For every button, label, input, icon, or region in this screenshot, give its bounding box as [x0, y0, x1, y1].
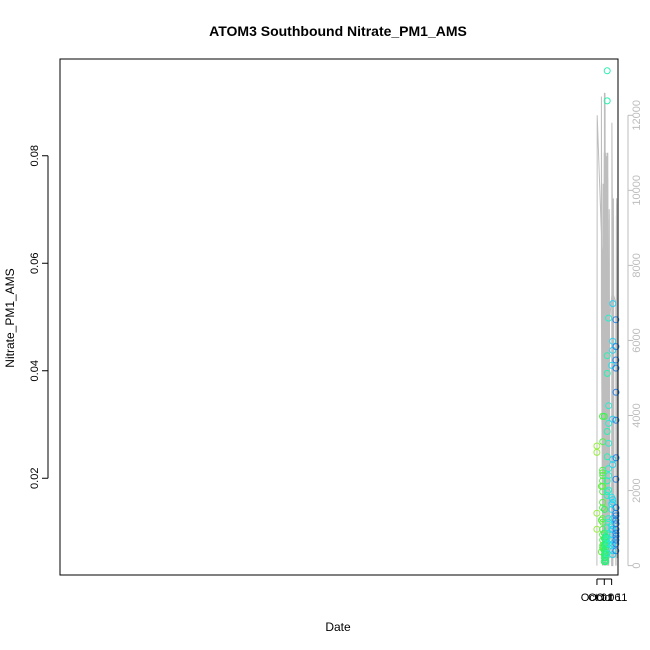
data-point: [593, 509, 601, 517]
data-point: [602, 548, 609, 556]
y-tick-label: 0.08: [29, 145, 41, 166]
data-point: [608, 505, 616, 513]
plot-area: [593, 67, 620, 567]
y2-tick-label: 4000: [631, 403, 643, 427]
data-point: [602, 554, 610, 562]
data-point: [609, 337, 617, 345]
data-point: [593, 448, 601, 456]
data-point: [602, 558, 610, 566]
data-point: [609, 461, 617, 469]
data-point: [612, 364, 620, 372]
y2-tick-label: 0: [631, 563, 643, 569]
data-point: [603, 453, 611, 461]
data-point: [612, 509, 620, 517]
data-point: [601, 505, 608, 513]
data-point: [609, 415, 617, 423]
y2-tick-label: 10000: [631, 175, 643, 206]
y-axis-label: Nitrate_PM1_AMS: [3, 268, 17, 367]
data-point: [603, 531, 611, 539]
data-point: [605, 439, 613, 447]
data-point: [612, 520, 620, 528]
data-point: [612, 343, 620, 351]
data-point: [612, 529, 620, 537]
data-point: [600, 412, 608, 420]
data-point: [612, 316, 620, 324]
data-point: [599, 498, 607, 506]
x-tick-label: Oct 11: [596, 592, 628, 604]
y2-tick-label: 2000: [631, 478, 643, 502]
data-point: [608, 500, 616, 508]
y2-tick-label: 8000: [631, 253, 643, 277]
altitude-trace: [596, 92, 618, 567]
chart-title: ATOM3 Southbound Nitrate_PM1_AMS: [209, 23, 467, 39]
data-point: [603, 67, 611, 75]
data-point: [612, 516, 620, 524]
data-point: [612, 540, 620, 548]
y-tick-label: 0.06: [29, 253, 41, 274]
y2-tick-label: 6000: [631, 328, 643, 352]
data-point: [599, 482, 607, 490]
data-point: [605, 486, 613, 494]
data-point: [603, 352, 611, 360]
data-point: [605, 515, 612, 523]
data-point: [602, 532, 610, 540]
data-point: [609, 498, 617, 506]
data-point: [609, 496, 617, 504]
data-point: [609, 547, 617, 555]
data-point: [605, 465, 612, 473]
data-point: [605, 402, 613, 410]
data-point: [612, 504, 620, 512]
x-axis-label: Date: [325, 620, 351, 634]
data-point: [605, 472, 613, 480]
data-point: [609, 300, 617, 308]
x-tick-label: Oct 01: [581, 592, 613, 604]
data-point: [605, 314, 613, 322]
data-point: [603, 535, 611, 542]
x-tick-label: Oct 06: [588, 592, 620, 604]
plot-frame: [59, 58, 619, 576]
data-point: [612, 547, 620, 555]
data-point: [599, 504, 607, 512]
data-point: [608, 522, 616, 529]
data-point: [599, 525, 607, 533]
data-point: [612, 525, 620, 533]
data-point: [603, 97, 611, 105]
data-point: [612, 416, 620, 424]
data-point: [603, 369, 611, 377]
axes: 0.02 0.04 0.06 0.08 0 2000 4000 6000 8000 10000 12…: [29, 58, 643, 604]
data-point: [602, 551, 610, 559]
data-point: [605, 419, 613, 427]
data-point: [612, 356, 620, 364]
y-tick-label: 0.04: [29, 360, 41, 381]
data-point: [599, 477, 607, 485]
data-point: [612, 512, 620, 520]
y2-tick-label: 12000: [631, 100, 643, 131]
data-point: [603, 428, 611, 435]
data-point: [612, 475, 620, 483]
data-point: [599, 469, 607, 477]
y-tick-label: 0.02: [29, 468, 41, 489]
data-point: [603, 488, 611, 496]
data-point: [612, 388, 620, 396]
data-point: [612, 536, 620, 544]
data-point: [612, 454, 620, 462]
data-point: [612, 532, 620, 540]
